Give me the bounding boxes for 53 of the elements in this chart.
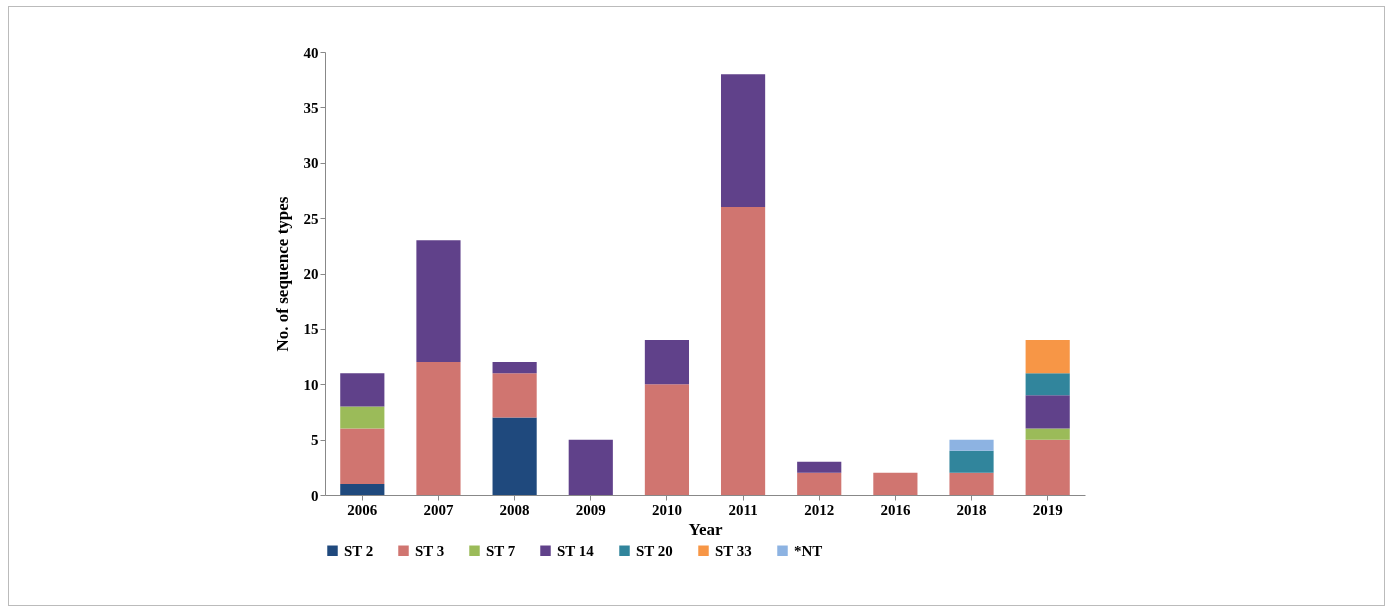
y-tick-label: 10 xyxy=(303,376,319,393)
bar xyxy=(720,74,766,208)
bar xyxy=(340,428,385,484)
x-tick-label: 2018 xyxy=(956,501,987,518)
legend-label: ST 20 xyxy=(636,542,673,559)
bar xyxy=(720,207,766,495)
x-tick-label: 2007 xyxy=(423,501,454,518)
x-tick-label: 2016 xyxy=(880,501,911,518)
bar xyxy=(340,373,385,407)
y-tick-label: 30 xyxy=(303,155,319,172)
bar xyxy=(492,417,537,495)
legend-label: ST 14 xyxy=(557,542,595,559)
x-tick-label: 2011 xyxy=(728,501,758,518)
bar xyxy=(1025,439,1070,495)
legend-label: ST 7 xyxy=(486,542,516,559)
y-tick-label: 0 xyxy=(311,487,319,504)
bar xyxy=(416,240,461,363)
x-axis-title: Year xyxy=(688,519,723,539)
bar xyxy=(340,483,385,495)
bar xyxy=(1025,373,1070,396)
x-tick-label: 2008 xyxy=(499,501,530,518)
bar xyxy=(492,373,537,418)
bar xyxy=(568,439,613,495)
y-tick-label: 15 xyxy=(303,321,319,338)
bar xyxy=(1025,395,1070,429)
legend-label: ST 2 xyxy=(344,542,374,559)
y-tick-label: 35 xyxy=(303,99,319,116)
x-tick-label: 2012 xyxy=(804,501,835,518)
bar xyxy=(1025,339,1070,374)
x-tick-label: 2009 xyxy=(575,501,606,518)
bar xyxy=(416,362,461,495)
x-tick-label: 2010 xyxy=(651,501,682,518)
legend-label: *NT xyxy=(794,542,823,559)
bar xyxy=(492,362,537,374)
x-tick-label: 2006 xyxy=(347,501,378,518)
y-axis-title: No. of sequence types xyxy=(272,196,292,352)
y-tick-label: 5 xyxy=(311,432,319,449)
legend-label: ST 3 xyxy=(415,542,445,559)
bar xyxy=(1025,428,1070,440)
bar xyxy=(340,406,385,429)
bar xyxy=(644,384,690,495)
y-tick-label: 25 xyxy=(303,210,319,227)
bar xyxy=(949,439,994,451)
bar xyxy=(949,450,994,473)
bar xyxy=(873,472,918,495)
legend-label: ST 33 xyxy=(715,542,752,559)
x-tick-label: 2019 xyxy=(1032,501,1063,518)
bar xyxy=(644,339,690,385)
y-tick-label: 20 xyxy=(303,266,319,282)
bar xyxy=(797,472,842,495)
bar xyxy=(797,461,842,473)
y-tick-label: 40 xyxy=(303,44,319,61)
bar xyxy=(949,472,994,495)
